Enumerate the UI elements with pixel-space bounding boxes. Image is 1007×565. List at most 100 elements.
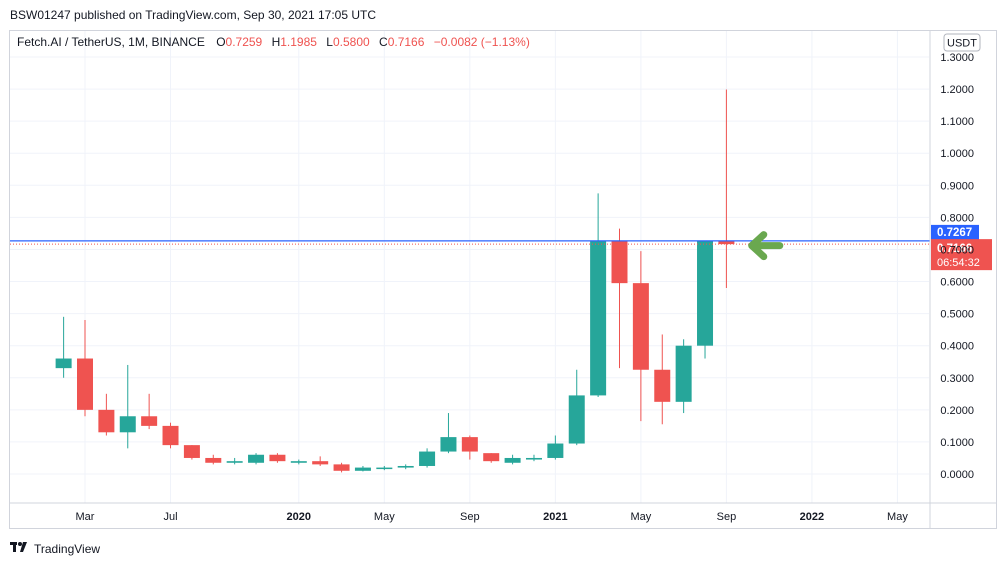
candle-layer (55, 89, 735, 473)
y-tick-label: 1.1000 (940, 116, 974, 128)
candle-body (547, 443, 564, 458)
chart-frame[interactable] (9, 30, 997, 529)
candle[interactable] (248, 453, 265, 465)
candle[interactable] (162, 422, 179, 449)
legend-open-label: O (216, 35, 225, 49)
footer-brand[interactable]: TradingView (34, 541, 101, 556)
candle-body (611, 241, 628, 284)
legend-low-label: L (326, 35, 333, 49)
candle[interactable] (55, 316, 72, 378)
candle-body (632, 283, 649, 370)
y-tick-label: 0.5000 (940, 309, 974, 321)
candle-countdown-label: 06:54:32 (937, 257, 980, 269)
candle[interactable] (547, 435, 564, 460)
legend-close-label: C (379, 35, 388, 49)
last-price-label-bg (931, 239, 992, 271)
candle[interactable] (312, 456, 329, 466)
candle[interactable] (183, 445, 200, 460)
candle[interactable] (269, 453, 286, 463)
legend-symbol: Fetch.AI / TetherUS, 1M, BINANCE (17, 35, 205, 49)
axis-layer: 1.3000 1.2000 1.1000 1.0000 0.9000 0.8000 0.70… (10, 31, 997, 529)
currency-badge[interactable]: USDT (943, 33, 981, 52)
last-price-label: 0.7166 (937, 243, 972, 255)
candle[interactable] (290, 459, 307, 465)
candle-body (248, 454, 265, 463)
currency-label: USDT (947, 38, 977, 50)
candle[interactable] (440, 413, 457, 454)
y-tick-label: 0.0000 (940, 469, 974, 481)
candle[interactable] (654, 334, 671, 425)
candle-body (290, 461, 307, 463)
candle[interactable] (141, 393, 158, 430)
candle[interactable] (675, 339, 692, 414)
candle[interactable] (504, 454, 521, 465)
candle-body (590, 241, 607, 396)
x-tick-label: Jul (163, 511, 177, 523)
candle-body (162, 425, 179, 446)
candle-body (376, 467, 393, 470)
y-tick-label: 0.7000 (940, 244, 974, 256)
candle[interactable] (461, 435, 478, 460)
candle-body (483, 453, 500, 462)
candle-body (718, 241, 735, 245)
candle-body (675, 345, 692, 402)
arrow-left-icon[interactable] (748, 231, 784, 261)
candle-body (697, 241, 714, 346)
candle[interactable] (376, 465, 393, 471)
candle-body (119, 416, 136, 433)
legend-change: −0.0082 (−1.13%) (434, 35, 530, 49)
y-tick-label: 0.9000 (940, 180, 974, 192)
candle-body (205, 457, 222, 463)
candle-body (525, 457, 542, 460)
candle[interactable] (718, 89, 735, 288)
footer: TradingView (10, 541, 100, 556)
y-tick-label: 1.3000 (940, 52, 974, 64)
candle[interactable] (697, 241, 714, 359)
candle[interactable] (568, 369, 585, 446)
candle[interactable] (119, 364, 136, 449)
candle[interactable] (205, 454, 222, 465)
x-tick-label: 2022 (800, 511, 824, 523)
candle[interactable] (632, 251, 649, 422)
grid-layer (10, 31, 929, 503)
legend-layer: Fetch.AI / TetherUS, 1M, BINANCE O0.7259… (17, 35, 530, 49)
candle[interactable] (354, 465, 371, 472)
x-tick-label: Sep (460, 511, 480, 523)
candle[interactable] (226, 457, 243, 465)
candle[interactable] (77, 320, 93, 417)
candle[interactable] (333, 462, 350, 473)
y-tick-label: 0.2000 (940, 405, 974, 417)
x-tick-label: 2021 (543, 511, 567, 523)
candle[interactable] (611, 228, 628, 369)
candle-body (141, 416, 158, 426)
tradingview-logo-icon[interactable] (10, 541, 30, 556)
candle-body (98, 409, 115, 433)
candle-body (312, 461, 329, 465)
legend-high-label: H (272, 35, 281, 49)
candle[interactable] (98, 393, 115, 436)
y-tick-label: 0.3000 (940, 373, 974, 385)
alert-price-label: 0.7267 (937, 227, 972, 239)
candle[interactable] (525, 454, 542, 462)
x-tick-label: May (374, 511, 395, 523)
publish-header: BSW01247 published on TradingView.com, S… (10, 8, 376, 22)
legend-close-value: 0.7166 (388, 35, 425, 49)
svg-text:Fetch.AI / TetherUS, 1M, BINAN: Fetch.AI / TetherUS, 1M, BINANCE O0.7259… (17, 35, 530, 49)
candle-body (77, 358, 93, 410)
x-tick-label: May (887, 511, 908, 523)
candle[interactable] (397, 464, 414, 470)
candle-body (440, 437, 457, 452)
x-tick-label: 2020 (287, 511, 311, 523)
candle[interactable] (590, 193, 607, 398)
candle-body (504, 457, 521, 463)
price-line-layer: 0.7267 0.7166 06:54:32 (10, 224, 992, 271)
candle[interactable] (419, 448, 436, 468)
candle[interactable] (483, 453, 500, 463)
candle-body (269, 454, 286, 462)
candle-body (226, 461, 243, 463)
y-tick-label: 0.6000 (940, 277, 974, 289)
x-tick-label: May (630, 511, 651, 523)
candle-body (354, 467, 371, 471)
y-tick-label: 0.8000 (940, 212, 974, 224)
